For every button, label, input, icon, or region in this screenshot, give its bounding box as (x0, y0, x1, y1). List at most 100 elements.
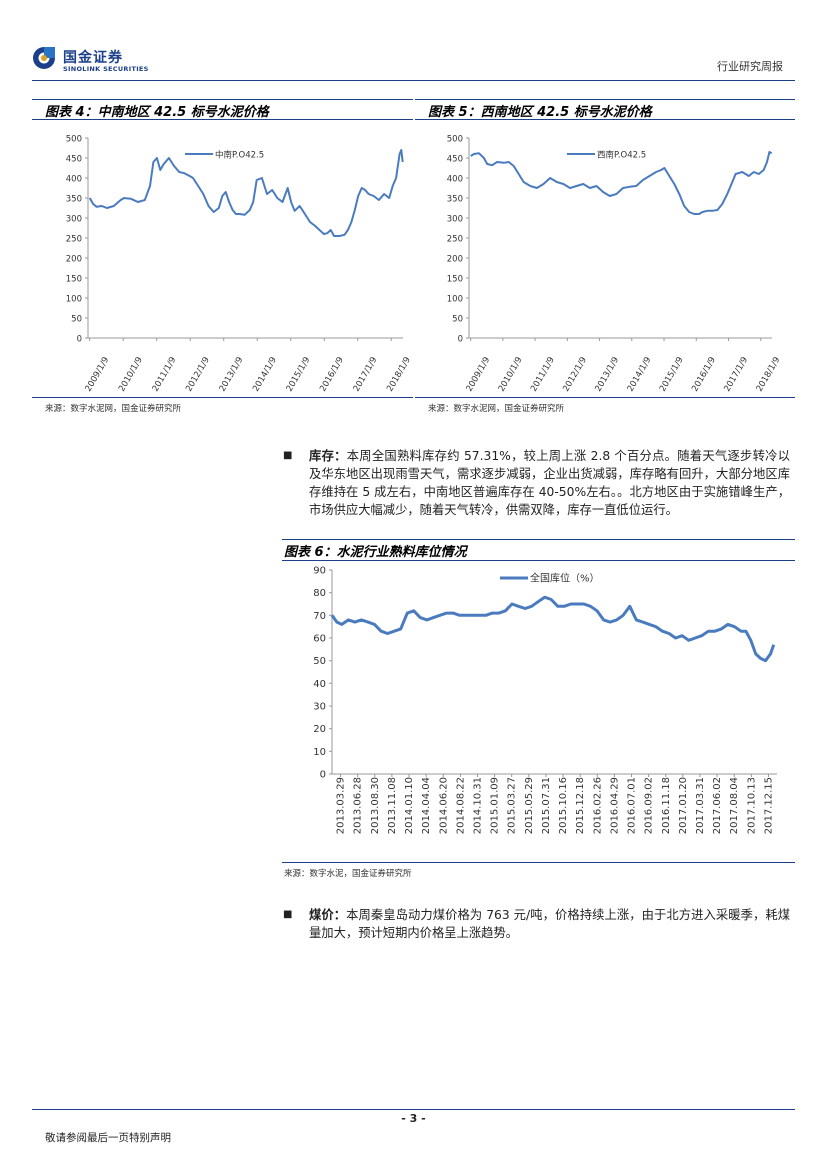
fig4-y-tick-label: 400 (66, 175, 82, 185)
fig5-x-tick-label: 2015/1/9 (658, 355, 686, 393)
fig4-x-tick-label: 2017/1/9 (352, 355, 380, 393)
fig5-top-rule (415, 99, 795, 100)
fig6-x-tick-label: 2016.11.18 (661, 777, 672, 834)
fig6-series-line (330, 595, 776, 663)
fig6-x-tick-label: 2017.08.04 (729, 777, 740, 834)
fig5-x-tick-label: 2010/1/9 (497, 355, 525, 393)
fig4-title-rule (32, 119, 413, 120)
inventory-paragraph: ■ 库存：本周全国熟料库存约 57.31%，较上周上涨 2.8 个百分点。随着天… (283, 447, 790, 519)
fig5-x-tick-label: 2016/1/9 (690, 355, 718, 393)
fig5-bottom-rule (415, 397, 795, 398)
fig4-x-tick-label: 2013/1/9 (218, 355, 246, 393)
inventory-text: 本周全国熟料库存约 57.31%，较上周上涨 2.8 个百分点。随着天气逐步转冷… (309, 449, 790, 517)
fig6-x-tick-label: 2013.06.28 (353, 777, 364, 834)
fig6-x-tick-label: 2017.12.15 (763, 777, 774, 834)
fig6-x-tick-label: 2016.09.02 (644, 777, 655, 834)
fig5-x-tick-label: 2011/1/9 (529, 355, 557, 393)
fig6-y-tick-label: 90 (313, 566, 326, 577)
fig6-x-tick-label: 2017.01.20 (678, 777, 689, 834)
fig5-x-tick-label: 2014/1/9 (626, 355, 654, 393)
fig4-x-tick-label: 2018/1/9 (385, 355, 413, 393)
fig6-x-tick-label: 2014.06.20 (438, 777, 449, 834)
fig4-y-tick-label: 100 (66, 295, 82, 305)
fig4-y-tick-label: 500 (66, 135, 82, 145)
fig6-x-tick-label: 2017.10.13 (746, 777, 757, 834)
fig6-x-tick-label: 2015.07.31 (541, 777, 552, 834)
fig6-x-tick-label: 2017.03.31 (695, 777, 706, 834)
fig6-x-tick-label: 2016.02.26 (592, 777, 603, 834)
fig5-y-tick-label: 150 (447, 275, 463, 285)
fig5-y-tick-label: 0 (458, 335, 463, 345)
fig6-x-tick-label: 2016.07.01 (627, 777, 638, 834)
fig4-x-tick-label: 2015/1/9 (285, 355, 313, 393)
fig5-legend-label: 西南P.O42.5 (597, 150, 646, 161)
fig6-x-tick-label: 2015.05.29 (524, 777, 535, 834)
fig5-title: 图表 5：西南地区 42.5 标号水泥价格 (428, 105, 652, 120)
fig6-x-tick-label: 2016.04.29 (609, 777, 620, 834)
fig5-y-tick-label: 350 (447, 195, 463, 205)
fig5-x-tick-label: 2017/1/9 (722, 355, 750, 393)
coal-text: 本周秦皇岛动力煤价格为 763 元/吨，价格持续上涨，由于北方进入采暖季，耗煤量… (309, 908, 790, 940)
fig4-bottom-rule (32, 397, 413, 398)
fig4-y-tick-label: 50 (71, 315, 82, 325)
fig5-x-tick-label: 2018/1/9 (755, 355, 783, 393)
fig6-title-rule (282, 560, 795, 561)
logo-text-en: SINOLINK SECURITIES (63, 65, 149, 73)
fig6-x-tick-label: 2015.12.18 (575, 777, 586, 834)
bullet-square-icon: ■ (283, 450, 293, 461)
fig6-x-tick-label: 2013.03.29 (336, 777, 347, 834)
fig4-y-tick-label: 0 (77, 335, 82, 345)
fig4-y-tick-label: 300 (66, 215, 82, 225)
fig6-legend-label: 全国库位（%） (530, 572, 600, 585)
fig5-y-tick-label: 400 (447, 175, 463, 185)
fig4-y-tick-label: 450 (66, 155, 82, 165)
fig5-y-tick-label: 100 (447, 295, 463, 305)
page-number: - 3 - (401, 1112, 426, 1125)
fig4-title: 图表 4：中南地区 42.5 标号水泥价格 (45, 105, 269, 120)
fig4-series-line (88, 149, 404, 237)
fig4-x-tick-label: 2014/1/9 (251, 355, 279, 393)
fig5-y-tick-label: 250 (447, 235, 463, 245)
coal-lead: 煤价： (309, 908, 347, 922)
fig6-y-tick-label: 40 (313, 679, 326, 690)
fig5-x-tick-label: 2009/1/9 (465, 355, 493, 393)
fig6-y-tick-label: 10 (313, 747, 326, 758)
fig4-legend-label: 中南P.O42.5 (215, 150, 264, 161)
fig4-x-tick-label: 2010/1/9 (117, 355, 145, 393)
fig6-y-tick-label: 70 (313, 611, 326, 622)
fig5-x-tick-label: 2013/1/9 (593, 355, 621, 393)
fig6-x-tick-label: 2014.04.04 (421, 777, 432, 834)
bullet-square-icon: ■ (283, 909, 293, 920)
fig6-y-tick-label: 20 (313, 724, 326, 735)
fig6-x-tick-label: 2013.11.08 (387, 777, 398, 834)
coal-paragraph: ■ 煤价：本周秦皇岛动力煤价格为 763 元/吨，价格持续上涨，由于北方进入采暖… (283, 906, 790, 942)
fig6-x-tick-label: 2014.10.31 (472, 777, 483, 834)
fig4-y-tick-label: 150 (66, 275, 82, 285)
fig4-top-rule (32, 99, 413, 100)
fig4-x-tick-label: 2012/1/9 (184, 355, 212, 393)
footer-divider (32, 1109, 795, 1110)
logo-text-cn: 国金证券 (63, 50, 123, 66)
fig6-x-tick-label: 2014.01.10 (404, 777, 415, 834)
fig6-bottom-rule (282, 862, 795, 863)
fig5-y-tick-label: 50 (452, 315, 463, 325)
fig4-y-tick-label: 350 (66, 195, 82, 205)
fig6-source: 来源：数字水泥，国金证券研究所 (284, 869, 412, 879)
fig6-x-tick-label: 2017.06.02 (712, 777, 723, 834)
fig6-top-rule (282, 539, 795, 540)
fig6-x-tick-label: 2013.08.30 (370, 777, 381, 834)
fig6-y-tick-label: 50 (313, 656, 326, 667)
fig4-y-tick-label: 250 (66, 235, 82, 245)
fig5-series-line (470, 151, 773, 215)
fig5-y-tick-label: 200 (447, 255, 463, 265)
fig6-x-tick-label: 2015.03.27 (507, 777, 518, 834)
fig5-y-tick-label: 300 (447, 215, 463, 225)
fig6-x-tick-label: 2015.10.16 (558, 777, 569, 834)
fig5-x-tick-label: 2012/1/9 (561, 355, 589, 393)
fig6-x-tick-label: 2014.08.22 (455, 777, 466, 834)
header-divider (32, 80, 795, 81)
fig4-x-tick-label: 2016/1/9 (318, 355, 346, 393)
fig4-source: 来源：数字水泥网，国金证券研究所 (45, 404, 182, 414)
fig6-y-tick-label: 30 (313, 702, 326, 713)
